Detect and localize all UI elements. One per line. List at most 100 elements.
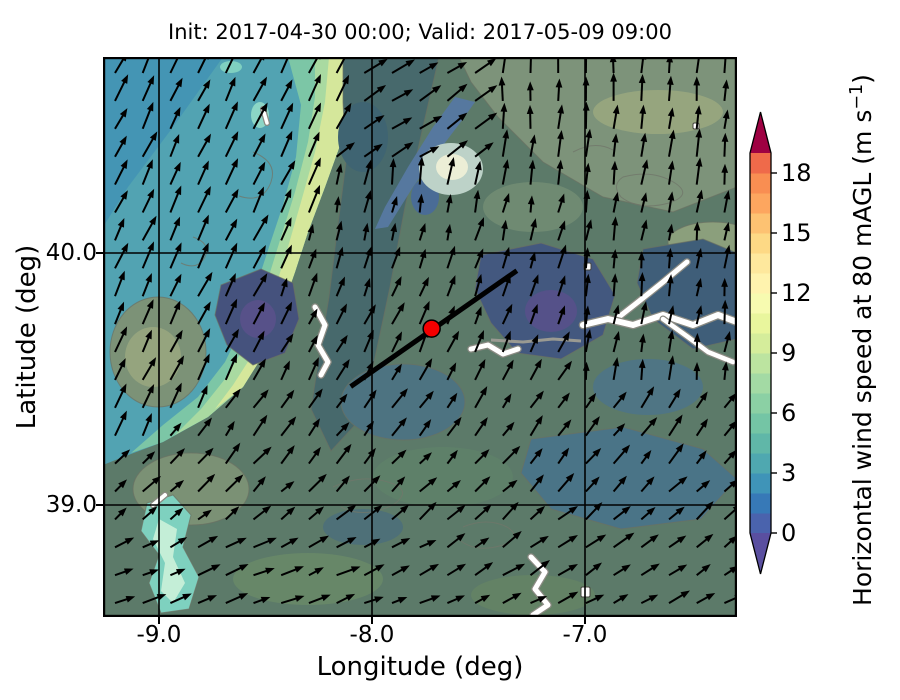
wind-arrow bbox=[280, 506, 296, 521]
colorbar-tick-label: 12 bbox=[781, 279, 812, 307]
colorbar-band-12 bbox=[750, 273, 771, 294]
wind-arrow bbox=[667, 107, 675, 129]
wind-arrow bbox=[668, 414, 683, 437]
wind-arrow bbox=[141, 188, 155, 213]
wind-arrow bbox=[668, 590, 690, 604]
wind-arrow bbox=[391, 196, 398, 213]
wind-arrow bbox=[501, 129, 510, 157]
map-patch-coastal-bright-band bbox=[215, 57, 355, 409]
wind-arrow bbox=[668, 355, 675, 381]
wind-arrow bbox=[307, 157, 321, 186]
wind-arrow bbox=[141, 75, 155, 102]
colorbar-band-13 bbox=[750, 253, 771, 274]
wind-arrow bbox=[529, 505, 546, 521]
wind-arrow bbox=[667, 305, 675, 325]
wind-arrow bbox=[362, 222, 370, 241]
wind-arrow bbox=[197, 473, 216, 493]
wind-arrow bbox=[280, 566, 304, 577]
colorbar-canvas bbox=[749, 111, 777, 575]
map-patch-navy-B-core bbox=[525, 290, 577, 332]
colorbar-band-11 bbox=[750, 293, 771, 314]
wind-arrow bbox=[640, 159, 649, 185]
wind-arrow bbox=[336, 566, 361, 577]
wind-arrow bbox=[114, 479, 127, 493]
wind-arrow bbox=[446, 62, 468, 74]
x-tick-label: -9.0 bbox=[136, 622, 182, 648]
wind-arrow bbox=[723, 221, 730, 241]
wind-arrow bbox=[335, 102, 352, 130]
wind-arrow bbox=[557, 419, 572, 437]
wind-arrow bbox=[419, 595, 441, 605]
wind-arrow bbox=[638, 271, 646, 297]
wind-arrow bbox=[612, 391, 627, 409]
wind-arrow bbox=[722, 79, 730, 102]
wind-arrow bbox=[252, 273, 268, 297]
wind-arrow bbox=[529, 134, 537, 157]
wind-arrow bbox=[335, 334, 348, 353]
wind-arrow bbox=[584, 273, 591, 297]
colorbar-under-arrow bbox=[750, 533, 771, 574]
wind-arrow bbox=[611, 160, 618, 185]
wind-arrow bbox=[696, 563, 711, 576]
wind-arrow bbox=[418, 358, 433, 381]
wind-arrow bbox=[114, 190, 128, 213]
wind-arrow bbox=[721, 132, 729, 157]
wind-arrow bbox=[169, 355, 185, 381]
wind-arrow bbox=[584, 128, 593, 157]
wind-arrow bbox=[584, 162, 591, 185]
wind-arrow bbox=[307, 223, 315, 241]
wind-arrow bbox=[280, 102, 294, 130]
wind-arrow bbox=[529, 535, 549, 549]
wind-arrow bbox=[446, 330, 460, 353]
wind-arrow bbox=[252, 214, 269, 241]
wind-arrow bbox=[363, 159, 373, 185]
wind-arrow bbox=[612, 423, 626, 437]
x-axis-label: Longitude (deg) bbox=[316, 652, 524, 682]
wind-arrow bbox=[252, 161, 266, 186]
map-patch-ocean-deep bbox=[103, 57, 223, 227]
wind-arrow bbox=[363, 84, 387, 102]
wind-arrow bbox=[363, 420, 374, 437]
wind-arrow bbox=[363, 246, 372, 269]
map-patch-sage-bottom-1 bbox=[233, 553, 383, 605]
wind-arrow bbox=[169, 77, 183, 102]
wind-arrow bbox=[723, 190, 731, 213]
wind-arrow bbox=[114, 135, 127, 158]
wind-arrow bbox=[280, 595, 305, 605]
map-patch-dark-pocket-top bbox=[338, 102, 388, 172]
wind-arrow bbox=[474, 449, 490, 465]
wind-arrow bbox=[363, 389, 377, 409]
wind-arrow bbox=[252, 330, 265, 353]
wind-arrow bbox=[613, 594, 629, 604]
wind-arrow bbox=[446, 140, 468, 158]
y-tickmark bbox=[96, 504, 103, 506]
wind-arrow bbox=[307, 131, 320, 158]
contour-line-5 bbox=[572, 145, 614, 153]
wind-arrow bbox=[114, 537, 135, 549]
colorbar-label: Horizontal wind speed at 80 mAGL (m s−1) bbox=[847, 74, 877, 606]
wind-arrow bbox=[666, 247, 674, 269]
wind-arrow bbox=[557, 220, 566, 241]
wind-arrow bbox=[502, 445, 521, 465]
wind-arrow bbox=[363, 277, 371, 297]
wind-arrow bbox=[335, 393, 348, 409]
map-patch-ocean-band-lightgreen bbox=[175, 57, 355, 435]
colorbar bbox=[744, 100, 804, 604]
wind-arrow bbox=[557, 473, 575, 493]
wind-arrow bbox=[114, 159, 128, 186]
wind-arrow bbox=[585, 476, 600, 493]
wind-arrow bbox=[391, 117, 413, 130]
wind-arrow bbox=[114, 74, 129, 102]
wind-arrow bbox=[640, 219, 648, 241]
wind-arrow bbox=[197, 133, 212, 158]
wind-arrow bbox=[557, 244, 567, 269]
wind-arrow bbox=[280, 389, 295, 409]
wind-arrow bbox=[583, 247, 591, 269]
wind-arrow bbox=[529, 358, 542, 381]
wind-arrow bbox=[307, 73, 321, 102]
wind-arrow bbox=[446, 595, 465, 605]
wind-arrow bbox=[668, 443, 684, 465]
wind-arrow bbox=[280, 79, 293, 102]
map-plot bbox=[103, 57, 737, 617]
wind-arrow bbox=[612, 357, 620, 381]
